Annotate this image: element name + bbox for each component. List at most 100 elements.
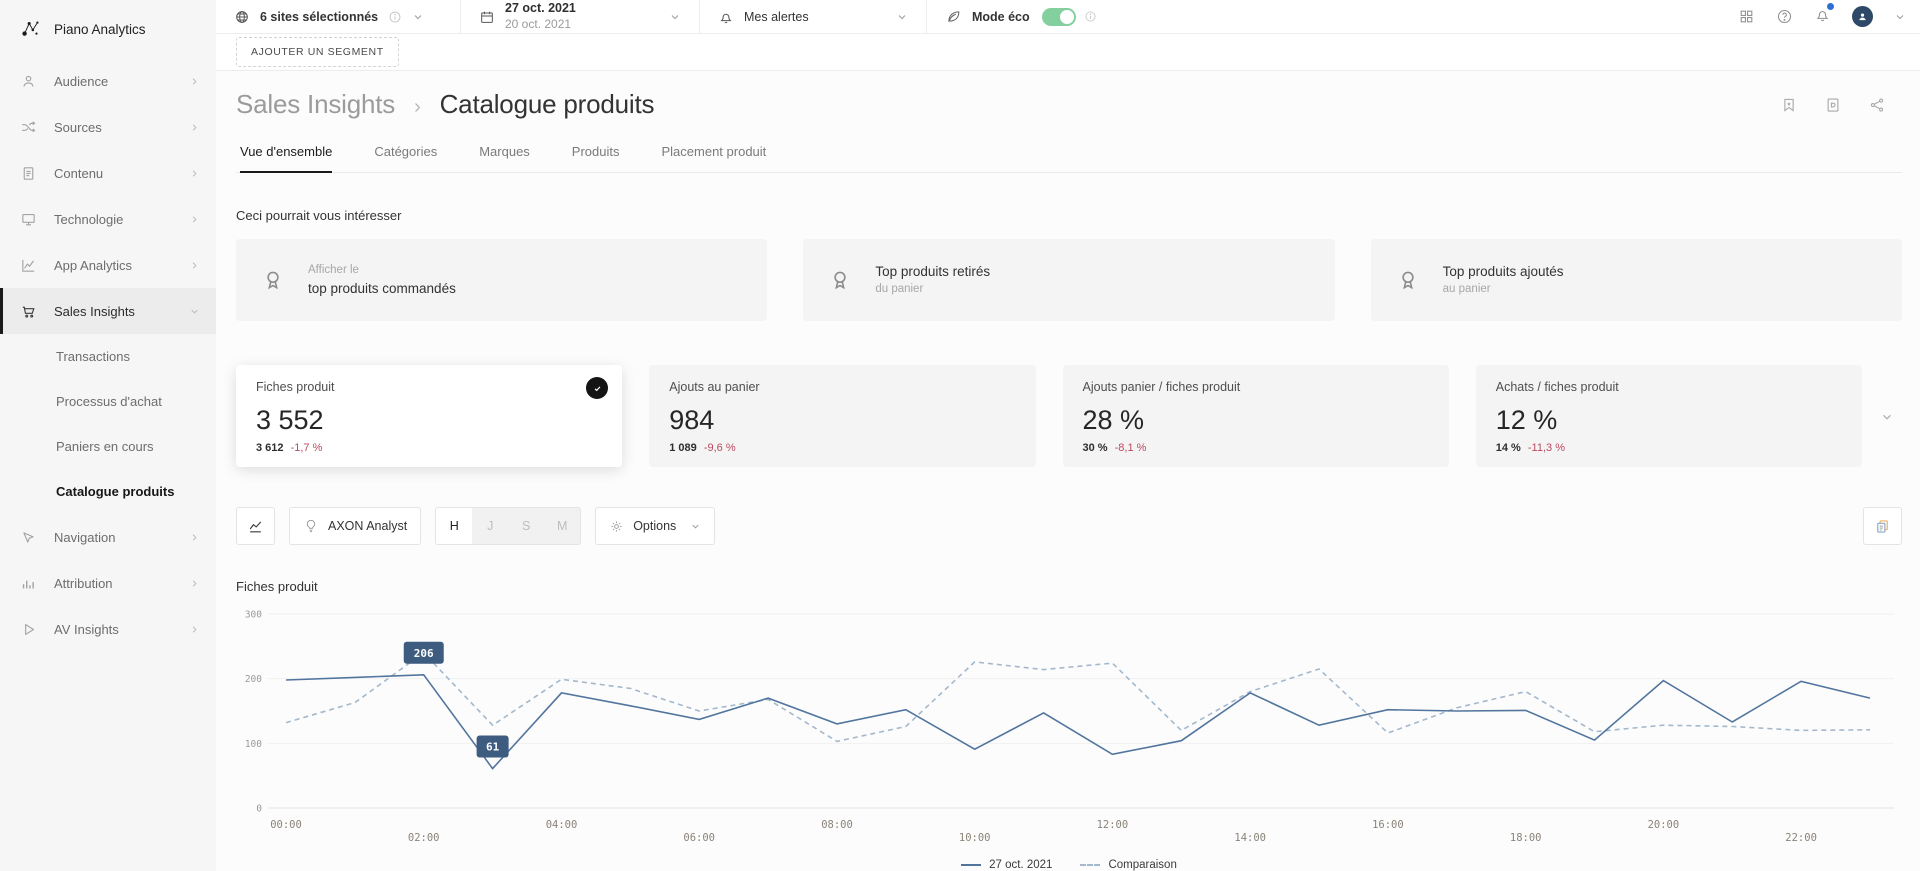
suggestion-card-top-produits-ajoutes[interactable]: Top produits ajoutés au panier — [1371, 239, 1902, 321]
tab-vue-densemble[interactable]: Vue d'ensemble — [240, 144, 332, 172]
medal-icon — [260, 267, 286, 293]
add-segment-button[interactable]: AJOUTER UN SEGMENT — [236, 37, 399, 67]
breadcrumb-parent[interactable]: Sales Insights — [236, 89, 395, 119]
eco-mode-group: Mode éco — [927, 0, 1115, 33]
svg-text:22:00: 22:00 — [1785, 832, 1817, 844]
export-table-button[interactable] — [1863, 507, 1902, 545]
suggestion-line1: Afficher le — [308, 262, 456, 279]
sidebar-item-sales-insights[interactable]: Sales Insights — [0, 288, 216, 334]
chevron-down-icon — [412, 11, 424, 23]
legend-item-current[interactable]: 27 oct. 2021 — [961, 859, 1052, 871]
cursor-icon — [20, 529, 37, 546]
sidebar-item-technologie[interactable]: Technologie — [0, 196, 216, 242]
svg-text:16:00: 16:00 — [1372, 819, 1404, 831]
bookmark-icon[interactable] — [1780, 96, 1798, 114]
apps-grid-icon[interactable] — [1738, 8, 1755, 25]
chevron-down-icon[interactable] — [1894, 11, 1906, 23]
sources-icon — [20, 119, 37, 136]
sidebar-subitem-label: Catalogue produits — [56, 484, 174, 499]
sidebar-item-navigation[interactable]: Navigation — [0, 514, 216, 560]
sidebar-item-attribution[interactable]: Attribution — [0, 560, 216, 606]
kpi-label: Achats / fiches produit — [1496, 380, 1842, 394]
tab-marques[interactable]: Marques — [479, 144, 530, 172]
sidebar-item-app-analytics[interactable]: App Analytics — [0, 242, 216, 288]
main-area: 6 sites sélectionnés 27 oct. 2021 20 oct… — [216, 0, 1920, 871]
calendar-icon — [479, 9, 495, 25]
breadcrumb-separator: › — [414, 96, 420, 118]
kpi-comparison: 3 612 -1,7 % — [256, 442, 602, 454]
topbar: 6 sites sélectionnés 27 oct. 2021 20 oct… — [216, 0, 1920, 34]
piano-analytics-logo-icon — [20, 18, 42, 40]
kpi-delta: -11,3 % — [1528, 442, 1565, 454]
axon-analyst-button[interactable]: AXON Analyst — [289, 507, 421, 545]
leaf-icon — [945, 8, 962, 25]
suggestion-line2: top produits commandés — [308, 279, 456, 299]
sidebar-subitem-catalogue-produits[interactable]: Catalogue produits — [0, 469, 216, 514]
sidebar-item-av-insights[interactable]: AV Insights — [0, 606, 216, 652]
sidebar-subitem-processus-achat[interactable]: Processus d'achat — [0, 379, 216, 424]
kpi-collapse-chevron-icon[interactable] — [1880, 410, 1894, 424]
eco-mode-toggle[interactable] — [1042, 8, 1076, 26]
info-icon[interactable] — [388, 10, 402, 24]
sidebar-item-label: Sources — [54, 120, 189, 135]
chart-title: Fiches produit — [236, 579, 1902, 594]
sidebar-item-contenu[interactable]: Contenu — [0, 150, 216, 196]
report-icon[interactable] — [1824, 96, 1842, 114]
user-avatar[interactable] — [1852, 6, 1873, 27]
granularity-day[interactable]: J — [472, 508, 508, 544]
app-analytics-icon — [20, 257, 37, 274]
alerts-selector[interactable]: Mes alertes — [700, 0, 926, 33]
kpi-card-fiches-produit[interactable]: Fiches produit 3 552 3 612 -1,7 % — [236, 365, 622, 467]
content-icon — [20, 165, 37, 182]
svg-text:20:00: 20:00 — [1648, 819, 1680, 831]
sidebar-item-label: AV Insights — [54, 622, 189, 637]
kpi-delta: -1,7 % — [291, 442, 323, 454]
sidebar-subitem-paniers-en-cours[interactable]: Paniers en cours — [0, 424, 216, 469]
date-range-picker[interactable]: 27 oct. 2021 20 oct. 2021 — [461, 0, 699, 33]
kpi-value: 28 % — [1083, 405, 1429, 436]
brand-logo[interactable]: Piano Analytics — [0, 10, 216, 58]
kpi-card-ajouts-panier-fiches-produit[interactable]: Ajouts panier / fiches produit 28 % 30 %… — [1063, 365, 1449, 467]
notifications-button[interactable] — [1814, 6, 1831, 28]
site-selector[interactable]: 6 sites sélectionnés — [216, 0, 460, 33]
tab-produits[interactable]: Produits — [572, 144, 620, 172]
suggestion-card-top-produits-commandes[interactable]: Afficher le top produits commandés — [236, 239, 767, 321]
suggestion-line2: du panier — [875, 281, 990, 298]
share-icon[interactable] — [1868, 96, 1886, 114]
chevron-right-icon — [189, 76, 200, 87]
chevron-down-icon — [690, 521, 701, 532]
topbar-right-actions — [1738, 6, 1920, 28]
chart-type-button[interactable] — [236, 507, 275, 545]
help-icon[interactable] — [1776, 8, 1793, 25]
sidebar-item-label: App Analytics — [54, 258, 189, 273]
tab-placement-produit[interactable]: Placement produit — [662, 144, 767, 172]
granularity-month[interactable]: M — [544, 508, 580, 544]
bell-icon — [718, 9, 734, 25]
info-icon[interactable] — [1084, 10, 1097, 23]
legend-item-comparison[interactable]: Comparaison — [1080, 859, 1176, 871]
sidebar-item-audience[interactable]: Audience — [0, 58, 216, 104]
granularity-control: H J S M — [435, 507, 581, 545]
sidebar-subitem-transactions[interactable]: Transactions — [0, 334, 216, 379]
axon-analyst-label: AXON Analyst — [328, 519, 407, 533]
svg-text:300: 300 — [245, 610, 262, 621]
bar-chart-icon — [20, 575, 37, 592]
date-secondary: 20 oct. 2021 — [505, 17, 576, 32]
granularity-week[interactable]: S — [508, 508, 544, 544]
svg-text:04:00: 04:00 — [546, 819, 578, 831]
segment-bar: AJOUTER UN SEGMENT — [216, 34, 1920, 71]
options-button[interactable]: Options — [595, 507, 715, 545]
tab-categories[interactable]: Catégories — [374, 144, 437, 172]
suggestion-line2: au panier — [1443, 281, 1564, 298]
chevron-right-icon — [189, 624, 200, 635]
line-chart[interactable]: 010020030000:0002:0004:0006:0008:0010:00… — [222, 600, 1902, 857]
kpi-comparison: 1 089 -9,6 % — [669, 442, 1015, 454]
eco-mode-label: Mode éco — [972, 10, 1030, 24]
granularity-hour[interactable]: H — [436, 508, 472, 544]
suggestion-card-top-produits-retires[interactable]: Top produits retirés du panier — [803, 239, 1334, 321]
kpi-card-ajouts-au-panier[interactable]: Ajouts au panier 984 1 089 -9,6 % — [649, 365, 1035, 467]
kpi-value: 984 — [669, 405, 1015, 436]
sidebar-item-sources[interactable]: Sources — [0, 104, 216, 150]
gear-icon — [609, 519, 624, 534]
kpi-card-achats-fiches-produit[interactable]: Achats / fiches produit 12 % 14 % -11,3 … — [1476, 365, 1862, 467]
